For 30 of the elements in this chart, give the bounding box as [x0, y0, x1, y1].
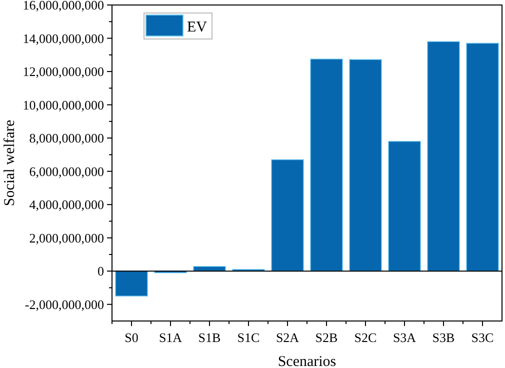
x-tick-label: S2B	[315, 330, 338, 345]
bar	[310, 58, 343, 272]
bar	[115, 270, 148, 296]
y-tick-label: 2,000,000,000	[29, 230, 104, 246]
x-axis-title: Scenarios	[278, 354, 336, 368]
y-tick-label: 16,000,000,000	[22, 0, 104, 13]
y-tick-label: 4,000,000,000	[29, 197, 104, 212]
y-tick-label: 12,000,000,000	[22, 64, 104, 80]
x-tick-label: S1C	[237, 330, 260, 345]
y-tick-label: 0	[98, 264, 104, 279]
x-tick-label: S1A	[158, 330, 183, 345]
x-tick-label: S3C	[471, 330, 494, 345]
y-tick-label: 10,000,000,000	[22, 97, 104, 112]
bar	[271, 159, 304, 272]
x-tick-label: S1B	[198, 330, 222, 345]
y-tick-label: 8,000,000,000	[29, 130, 104, 146]
y-tick-label: 6,000,000,000	[29, 164, 104, 179]
x-tick-label: S0	[124, 330, 138, 345]
y-axis-title: Social welfare	[2, 120, 18, 206]
bar	[388, 140, 421, 272]
bar	[349, 59, 382, 272]
x-tick-label: S2A	[276, 330, 300, 345]
legend-label: EV	[187, 19, 208, 36]
bar	[427, 41, 460, 272]
x-tick-label: S3A	[392, 330, 417, 345]
x-tick-label: S3B	[432, 330, 456, 345]
x-tick-label: S2C	[354, 330, 377, 345]
bar	[466, 42, 499, 272]
y-tick-label: 14,000,000,000	[22, 30, 104, 46]
y-tick-label: -2,000,000,000	[24, 296, 104, 312]
